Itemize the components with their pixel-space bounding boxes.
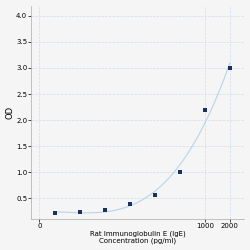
Point — [78, 210, 82, 214]
Point — [53, 211, 57, 215]
Point — [128, 202, 132, 206]
Y-axis label: OD: OD — [6, 106, 15, 119]
Point — [228, 66, 232, 70]
Point — [203, 108, 207, 112]
Point — [153, 194, 157, 198]
Point — [103, 208, 107, 212]
X-axis label: Rat Immunoglobulin E (IgE)
Concentration (pg/ml): Rat Immunoglobulin E (IgE) Concentration… — [90, 230, 186, 244]
Point — [178, 170, 182, 174]
